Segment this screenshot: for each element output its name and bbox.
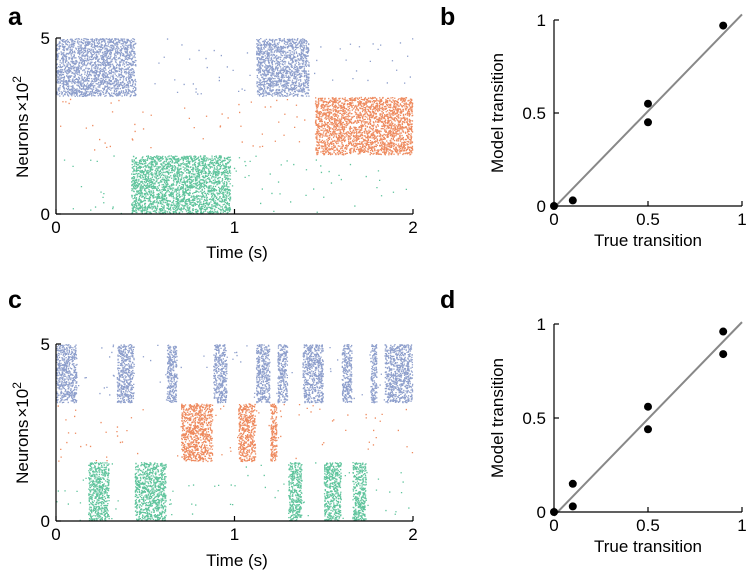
axes-c: 0 1 2 0 5: [41, 335, 418, 544]
raster-spikes-blue: [56, 344, 414, 404]
ylabel-c: Neurons×102: [10, 382, 32, 484]
raster-spikes-green: [63, 155, 408, 215]
raster-spikes-green: [56, 462, 413, 522]
data-point: [644, 99, 652, 108]
panel-label-c: c: [8, 286, 22, 314]
panel-c: c Neurons×102 0 1 2 0 5 Time (s): [8, 286, 418, 570]
y-tick-label: 0: [537, 197, 546, 216]
ylabel: Model transition: [488, 358, 507, 478]
y-tick-label: 0: [41, 512, 50, 531]
raster-population-orange: [60, 96, 414, 156]
panel-a: a Neurons×102 0 1 2 0 5 Time (s): [8, 3, 418, 262]
raster-population-blue: [56, 38, 414, 98]
data-point: [550, 508, 558, 516]
xlabel: True transition: [594, 537, 702, 556]
x-tick-label: 0.5: [636, 516, 660, 535]
raster-population-green: [56, 462, 413, 522]
fit-line: [553, 321, 743, 517]
xlabel-c: Time (s): [206, 551, 268, 570]
x-tick-label: 1: [737, 516, 746, 535]
y-tick-label: 0.5: [522, 409, 546, 428]
x-tick-label: 1: [230, 525, 239, 544]
x-tick-label: 2: [408, 218, 417, 237]
data-point: [644, 425, 652, 434]
raster-population-green: [63, 155, 408, 215]
y-tick-label: 5: [41, 335, 50, 354]
data-point: [719, 350, 728, 359]
raster-a: [56, 38, 414, 215]
panel-label-b: b: [440, 3, 455, 31]
ylabel: Model transition: [488, 53, 507, 173]
y-tick-label: 1: [537, 11, 546, 30]
data-point: [568, 502, 577, 511]
y-tick-label: 0.5: [522, 104, 546, 123]
y-tick-label: 0: [537, 503, 546, 522]
raster-spikes-orange: [57, 403, 414, 463]
y-tick-label: 0: [41, 205, 50, 224]
data-point: [550, 202, 558, 210]
data-point: [719, 327, 728, 336]
data-point: [644, 402, 652, 411]
scatter-b: 0 0.5 1 0 0.5 1 True transition Model transitio…: [488, 11, 747, 250]
data-point: [568, 196, 577, 205]
raster-spikes-blue: [56, 38, 414, 98]
y-tick-label: 5: [41, 29, 50, 48]
fit-line: [553, 13, 743, 209]
y-tick-label: 1: [537, 315, 546, 334]
x-tick-label: 1: [230, 218, 239, 237]
panel-label-d: d: [440, 286, 455, 314]
data-point: [568, 479, 577, 488]
raster-c: [56, 344, 414, 522]
axes-a: 0 1 2 0 5: [41, 29, 418, 237]
x-tick-label: 1: [737, 210, 746, 229]
panel-label-a: a: [8, 3, 23, 31]
x-tick-label: 0: [51, 218, 60, 237]
raster-population-orange: [57, 403, 414, 463]
ylabel-a: Neurons×102: [10, 76, 32, 178]
x-tick-label: 0: [549, 210, 558, 229]
x-tick-label: 0.5: [636, 210, 660, 229]
xlabel: True transition: [594, 231, 702, 250]
data-point: [644, 118, 652, 127]
data-point: [719, 21, 728, 30]
panel-b: b 0 0.5 1 0 0.5 1 True transition Model transit…: [440, 3, 747, 250]
panel-d: d 0 0.5 1 0 0.5 1 True transition Model transit…: [440, 286, 747, 556]
x-tick-label: 2: [408, 525, 417, 544]
x-tick-label: 0: [51, 525, 60, 544]
xlabel-a: Time (s): [206, 243, 268, 262]
x-tick-label: 0: [549, 516, 558, 535]
scatter-d: 0 0.5 1 0 0.5 1 True transition Model transitio…: [488, 315, 747, 556]
raster-spikes-orange: [60, 96, 414, 156]
raster-population-blue: [56, 344, 414, 404]
